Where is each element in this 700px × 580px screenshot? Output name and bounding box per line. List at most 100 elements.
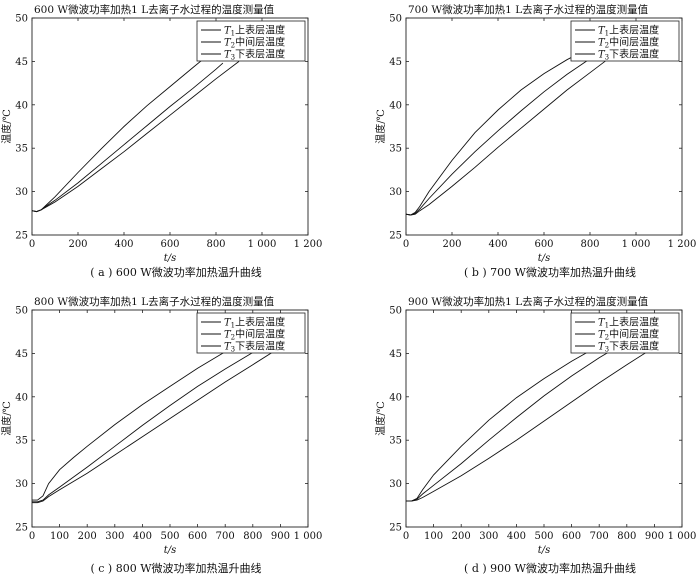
series-line-t1 (31, 55, 208, 213)
series-line-t2 (31, 62, 224, 213)
x-tick-label: 1 000 (248, 239, 277, 250)
x-tick-label: 700 (590, 531, 609, 542)
y-tick-label: 50 (15, 14, 28, 25)
x-tick-label: 500 (534, 531, 553, 542)
y-tick-label: 30 (15, 479, 28, 490)
legend-entry: T2中间层温度 (224, 36, 285, 50)
y-tick-label: 25 (15, 523, 28, 534)
y-tick-label: 50 (389, 306, 402, 317)
x-tick-label: 200 (442, 239, 461, 250)
chart-panel-d: 900 W微波功率加热1 L去离子水过程的温度测量值 0 100 200 300 400 5… (374, 295, 696, 575)
x-tick-label: 600 (562, 531, 581, 542)
x-tick-label: 600 (160, 239, 179, 250)
series-line-t1 (405, 49, 586, 216)
legend-entry: T3下表层温度 (224, 48, 285, 62)
x-tick-label: 0 (29, 239, 35, 250)
x-tick-label: 1 000 (622, 239, 651, 250)
y-tick-label: 35 (389, 144, 402, 155)
x-tick-label: 800 (243, 531, 262, 542)
x-axis-label: t/s (538, 545, 551, 556)
x-tick-label: 200 (78, 531, 97, 542)
x-tick-label: 0 (403, 531, 409, 542)
legend-entry: T1上表层温度 (598, 24, 659, 38)
legend-entry: T2中间层温度 (598, 36, 659, 50)
y-tick-label: 25 (389, 231, 402, 242)
y-tick-label: 25 (15, 231, 28, 242)
panel-caption: ( c ) 800 W微波功率加热温升曲线 (90, 561, 261, 575)
y-tick-label: 35 (15, 436, 28, 447)
legend-entry: T2中间层温度 (598, 328, 659, 342)
panel-caption: ( a ) 600 W微波功率加热温升曲线 (90, 265, 261, 279)
x-tick-label: 600 (188, 531, 207, 542)
x-tick-label: 800 (206, 239, 225, 250)
x-axis-label: t/s (164, 545, 177, 556)
x-tick-label: 500 (160, 531, 179, 542)
y-tick-label: 35 (389, 436, 402, 447)
x-tick-label: 400 (507, 531, 526, 542)
y-axis-label: 温度/℃ (0, 401, 13, 436)
x-tick-label: 200 (452, 531, 471, 542)
x-tick-label: 300 (479, 531, 498, 542)
y-tick-label: 30 (389, 479, 402, 490)
y-tick-label: 35 (15, 144, 28, 155)
series-line-t1 (32, 341, 243, 501)
y-tick-label: 25 (389, 523, 402, 534)
chart-title: 700 W微波功率加热1 L去离子水过程的温度测量值 (408, 3, 649, 16)
x-axis-label: t/s (538, 253, 551, 264)
series-line-t2 (406, 335, 636, 502)
series-line-t3 (406, 343, 661, 502)
x-tick-label: 100 (50, 531, 69, 542)
chart-panel-b: 700 W微波功率加热1 L去离子水过程的温度测量值 0 200 400 600 800 1… (374, 3, 696, 279)
y-axis-label: 温度/℃ (374, 401, 387, 436)
y-tick-label: 30 (15, 187, 28, 198)
x-tick-label: 1 200 (668, 239, 697, 250)
x-tick-label: 400 (114, 239, 133, 250)
series-line-t2 (405, 53, 600, 216)
x-tick-label: 900 (271, 531, 290, 542)
x-tick-label: 800 (580, 239, 599, 250)
y-tick-label: 40 (389, 100, 402, 111)
legend-entry: T3下表层温度 (598, 48, 659, 62)
y-tick-label: 40 (15, 100, 28, 111)
chart-panel-a: 600 W微波功率加热1 L去离子水过程的温度测量值 0 200 400 600 800 1… (0, 3, 322, 279)
legend-entry: T3下表层温度 (598, 340, 659, 354)
x-axis-label: t/s (164, 253, 177, 264)
y-tick-label: 50 (389, 14, 402, 25)
x-tick-label: 600 (534, 239, 553, 250)
series-line-t3 (32, 340, 292, 504)
series-line-t1 (406, 336, 617, 502)
series-line-t3 (31, 61, 240, 213)
panel-caption: ( b ) 700 W微波功率加热温升曲线 (464, 265, 636, 279)
x-tick-label: 400 (488, 239, 507, 250)
y-axis-label: 温度/℃ (0, 109, 13, 144)
y-tick-label: 30 (389, 187, 402, 198)
x-tick-label: 0 (403, 239, 409, 250)
y-axis-label: 温度/℃ (374, 109, 387, 144)
y-tick-label: 45 (389, 349, 402, 360)
x-tick-label: 400 (133, 531, 152, 542)
x-tick-label: 1 000 (294, 531, 323, 542)
legend-entry: T1上表层温度 (224, 24, 285, 38)
chart-title: 600 W微波功率加热1 L去离子水过程的温度测量值 (34, 3, 275, 16)
legend-entry: T3下表层温度 (224, 340, 285, 354)
legend-entry: T2中间层温度 (224, 328, 285, 342)
x-tick-label: 1 000 (668, 531, 697, 542)
x-tick-label: 100 (424, 531, 443, 542)
y-tick-label: 45 (15, 349, 28, 360)
x-tick-label: 300 (105, 531, 124, 542)
x-tick-label: 700 (216, 531, 235, 542)
series-line-t3 (405, 48, 623, 216)
legend-entry: T1上表层温度 (598, 316, 659, 330)
y-tick-label: 40 (15, 392, 28, 403)
panel-caption: ( d ) 900 W微波功率加热温升曲线 (464, 561, 636, 575)
x-tick-label: 800 (617, 531, 636, 542)
y-tick-label: 40 (389, 392, 402, 403)
y-tick-label: 45 (389, 57, 402, 68)
x-tick-label: 0 (29, 531, 35, 542)
chart-title: 800 W微波功率加热1 L去离子水过程的温度测量值 (34, 295, 275, 308)
chart-title: 900 W微波功率加热1 L去离子水过程的温度测量值 (408, 295, 649, 308)
